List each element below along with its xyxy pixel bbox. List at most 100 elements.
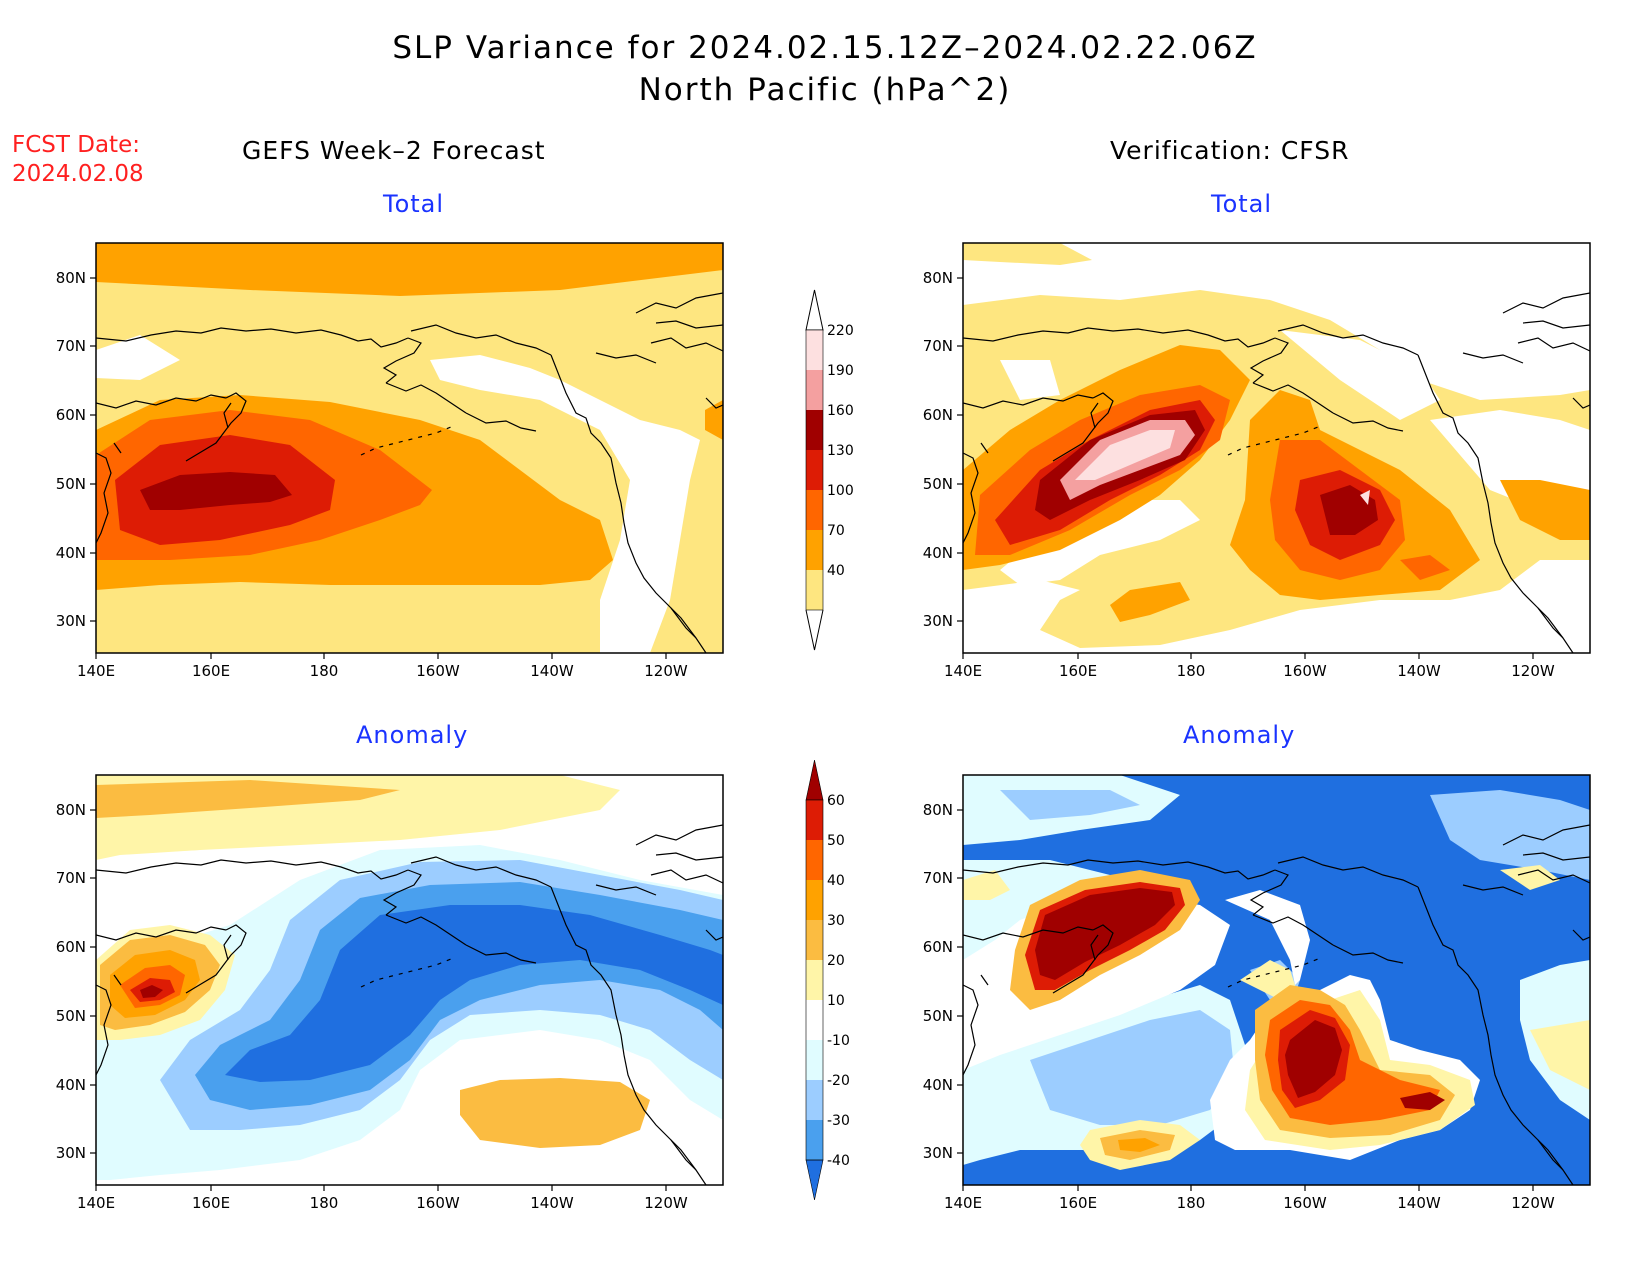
colorbar-anomaly-swatch	[806, 840, 823, 880]
lon-tick-label: 160W	[416, 1194, 460, 1212]
lon-tick-label: 140W	[530, 1194, 574, 1212]
colorbar-anomaly-label: -10	[827, 1033, 850, 1049]
colorbar-anomaly: 60 50 40 30 20 10 -10 -20 -30 -40	[805, 759, 850, 1201]
colorbar-anomaly-swatch	[806, 1040, 823, 1080]
lon-tick-label: 140W	[1397, 1194, 1441, 1212]
lon-tick-label: 140W	[530, 662, 574, 680]
lat-tick-label: 40N	[56, 1076, 86, 1094]
lat-tick-label: 70N	[923, 869, 953, 887]
lat-tick-label: 60N	[56, 406, 86, 424]
lon-tick-label: 140E	[944, 662, 982, 680]
lat-tick-label: 30N	[923, 1144, 953, 1162]
lon-tick-label: 120W	[644, 662, 688, 680]
fcst-date-label: FCST Date:	[12, 132, 140, 158]
lon-tick-label: 120W	[644, 1194, 688, 1212]
lon-tick-label: 160E	[192, 1194, 230, 1212]
lat-tick-label: 50N	[923, 475, 953, 493]
colorbar-anomaly-label: -30	[827, 1113, 850, 1129]
map-panel-cfsr-anomaly	[962, 774, 1591, 1186]
colorbar-anomaly-label: -20	[827, 1073, 850, 1089]
colorbar-total-frame	[805, 329, 824, 611]
colorbar-anomaly-top-cap	[805, 759, 824, 801]
map-panel-gefs-total	[95, 242, 724, 654]
lon-tick-label: 120W	[1511, 1194, 1555, 1212]
colorbar-anomaly-swatch	[806, 1000, 823, 1040]
lon-tick-label: 140E	[77, 662, 115, 680]
lat-tick-label: 50N	[56, 475, 86, 493]
lat-tick-label: 30N	[56, 1144, 86, 1162]
lat-tick-label: 50N	[56, 1007, 86, 1025]
lon-tick-label: 160E	[1059, 1194, 1097, 1212]
lon-tick-label: 180	[310, 662, 339, 680]
panel-title-cfsr-total: Total	[1211, 190, 1273, 218]
colorbar-anomaly-swatch	[806, 880, 823, 920]
panel-title-gefs-total: Total	[383, 190, 445, 218]
colorbar-total-label: 220	[827, 323, 854, 339]
axes-layer: 80N 70N 60N 50N 40N 30N 140E 160E 180 160W 140W 120…	[56, 269, 1555, 1212]
colorbar-total-label: 40	[827, 563, 845, 579]
lat-tick-label: 70N	[56, 869, 86, 887]
colorbar-anomaly-bottom-cap	[805, 1159, 824, 1201]
colorbar-total-swatch	[806, 450, 823, 490]
colorbar-anomaly-label: 50	[827, 833, 845, 849]
lon-tick-label: 140E	[944, 1194, 982, 1212]
lat-tick-label: 60N	[56, 938, 86, 956]
lat-tick-label: 40N	[923, 544, 953, 562]
map-panel-gefs-anomaly	[95, 774, 724, 1186]
colorbar-total-swatch	[806, 410, 823, 450]
colorbar-total-label: 160	[827, 403, 854, 419]
lat-tick-label: 80N	[56, 269, 86, 287]
map-panel-cfsr-total	[962, 242, 1591, 654]
colorbar-total-top-cap	[805, 289, 824, 331]
colorbar-anomaly-label: 10	[827, 993, 845, 1009]
colorbar-anomaly-swatch	[806, 800, 823, 840]
colorbar-total-label: 130	[827, 443, 854, 459]
colorbar-total-label: 190	[827, 363, 854, 379]
colorbar-anomaly-label: 60	[827, 793, 845, 809]
colorbar-total-swatch	[806, 530, 823, 570]
lon-tick-label: 120W	[1511, 662, 1555, 680]
lat-tick-label: 70N	[56, 337, 86, 355]
lat-tick-label: 30N	[923, 612, 953, 630]
fcst-date-value: 2024.02.08	[12, 161, 144, 187]
lon-tick-label: 140E	[77, 1194, 115, 1212]
lon-tick-label: 140W	[1397, 662, 1441, 680]
colorbar-total-swatch	[806, 490, 823, 530]
colorbar-total-bottom-cap	[805, 609, 824, 651]
panel-title-gefs-anomaly: Anomaly	[356, 721, 469, 749]
lon-tick-label: 160W	[416, 662, 460, 680]
colorbar-anomaly-label: 40	[827, 873, 845, 889]
colorbar-anomaly-swatch	[806, 960, 823, 1000]
lon-tick-label: 160W	[1283, 662, 1327, 680]
colorbar-anomaly-swatch	[806, 1080, 823, 1120]
lon-tick-label: 180	[1177, 1194, 1206, 1212]
lat-tick-label: 70N	[923, 337, 953, 355]
lat-tick-label: 80N	[923, 801, 953, 819]
lat-tick-label: 40N	[923, 1076, 953, 1094]
lon-tick-label: 180	[1177, 662, 1206, 680]
column-heading-verification: Verification: CFSR	[1110, 136, 1350, 165]
figure-title-line1: SLP Variance for 2024.02.15.12Z–2024.02.…	[392, 30, 1258, 66]
lat-tick-label: 60N	[923, 406, 953, 424]
lat-tick-label: 80N	[923, 269, 953, 287]
figure-title-line2: North Pacific (hPa^2)	[638, 72, 1012, 108]
colorbar-anomaly-label: -40	[827, 1153, 850, 1169]
colorbar-anomaly-swatch	[806, 920, 823, 960]
column-heading-forecast: GEFS Week–2 Forecast	[242, 136, 546, 165]
lon-tick-label: 160E	[192, 662, 230, 680]
colorbar-total-label: 70	[827, 523, 845, 539]
colorbar-total-label: 100	[827, 483, 854, 499]
colorbar-total: 220 190 160 130 100 70 40	[805, 289, 854, 651]
lat-tick-label: 80N	[56, 801, 86, 819]
lat-tick-label: 30N	[56, 612, 86, 630]
colorbar-anomaly-frame	[805, 799, 824, 1161]
lat-tick-label: 60N	[923, 938, 953, 956]
colorbar-anomaly-label: 30	[827, 913, 845, 929]
colorbar-total-swatch	[806, 570, 823, 610]
colorbar-total-swatch	[806, 330, 823, 370]
panel-title-cfsr-anomaly: Anomaly	[1183, 721, 1296, 749]
lon-tick-label: 180	[310, 1194, 339, 1212]
colorbar-anomaly-label: 20	[827, 953, 845, 969]
colorbar-anomaly-swatch	[806, 1120, 823, 1160]
